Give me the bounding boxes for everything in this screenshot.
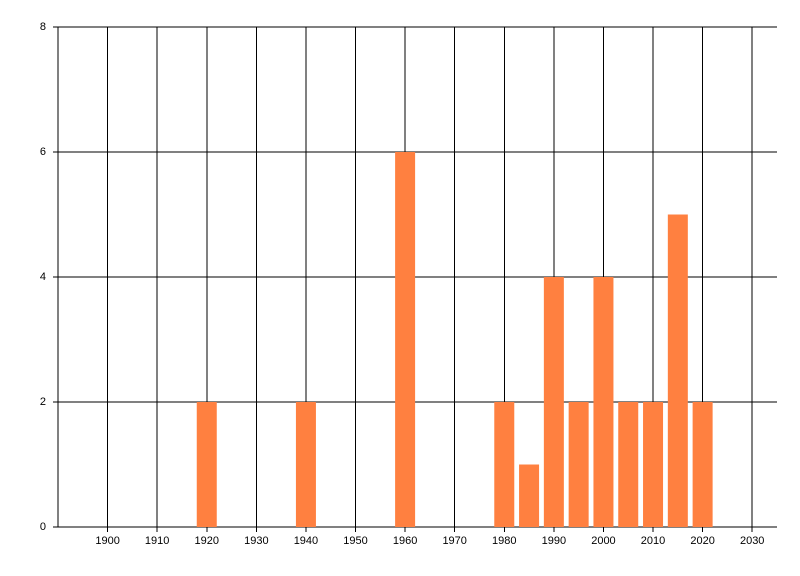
bar — [395, 152, 416, 527]
x-tick-label: 1910 — [145, 535, 169, 547]
x-tick-label: 2000 — [591, 535, 615, 547]
x-tick-label: 1950 — [343, 535, 367, 547]
y-tick-label: 4 — [40, 271, 46, 283]
x-tick-label: 1970 — [442, 535, 466, 547]
bar — [494, 402, 515, 527]
bar — [593, 277, 614, 527]
bar — [519, 464, 540, 527]
x-tick-label: 2030 — [740, 535, 764, 547]
bar — [618, 402, 639, 527]
bar — [568, 402, 589, 527]
y-tick-label: 0 — [40, 521, 46, 533]
x-tick-label: 1900 — [95, 535, 119, 547]
bar — [692, 402, 713, 527]
x-tick-label: 2010 — [641, 535, 665, 547]
y-tick-label: 8 — [40, 21, 46, 33]
bar — [543, 277, 564, 527]
y-tick-label: 6 — [40, 146, 46, 158]
x-tick-label: 1960 — [393, 535, 417, 547]
x-tick-label: 1980 — [492, 535, 516, 547]
x-tick-label: 2020 — [690, 535, 714, 547]
y-tick-label: 2 — [40, 396, 46, 408]
x-tick-label: 1920 — [195, 535, 219, 547]
bar — [667, 214, 688, 527]
x-tick-label: 1990 — [542, 535, 566, 547]
x-tick-label: 1940 — [294, 535, 318, 547]
bar — [643, 402, 664, 527]
x-tick-label: 1930 — [244, 535, 268, 547]
bar — [196, 402, 217, 527]
bar — [295, 402, 316, 527]
